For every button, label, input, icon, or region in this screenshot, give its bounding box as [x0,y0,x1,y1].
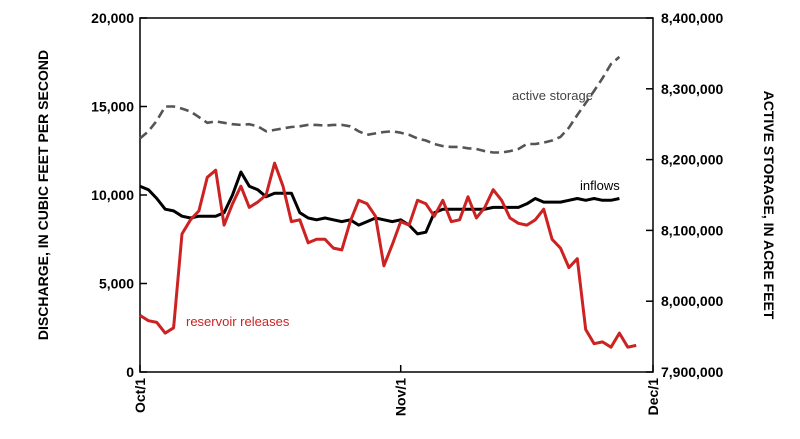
y-tick-label: 0 [126,364,134,380]
y2-tick-label: 7,900,000 [661,364,723,380]
y-tick-label: 20,000 [91,10,134,26]
series-layer: active storage inflows reservoir releases [139,55,637,349]
y2-axis-title: ACTIVE STORAGE, IN ACRE FEET [761,91,777,320]
y2-tick-label: 8,400,000 [661,10,723,26]
tick-labels: 0 5,000 10,000 15,000 20,000 7,900,000 8,000,0… [91,10,723,416]
series-label: inflows [580,178,620,193]
y2-tick-label: 8,000,000 [661,293,723,309]
y-tick-label: 5,000 [99,276,134,292]
series-label: active storage [512,88,593,103]
y2-tick-label: 8,200,000 [661,152,723,168]
axis-ticks [139,17,654,373]
x-tick-label: Dec/1 [645,378,661,416]
y-tick-label: 10,000 [91,187,134,203]
series-line [139,55,621,154]
x-tick-label: Oct/1 [132,378,148,413]
x-tick-label: Nov/1 [393,378,409,416]
y2-tick-label: 8,100,000 [661,222,723,238]
series-line [139,170,620,236]
y-axis-title: DISCHARGE, IN CUBIC FEET PER SECOND [35,50,51,340]
series-label: reservoir releases [186,314,290,329]
series-line [139,161,637,349]
y2-tick-label: 8,300,000 [661,81,723,97]
y-tick-label: 15,000 [91,99,134,115]
